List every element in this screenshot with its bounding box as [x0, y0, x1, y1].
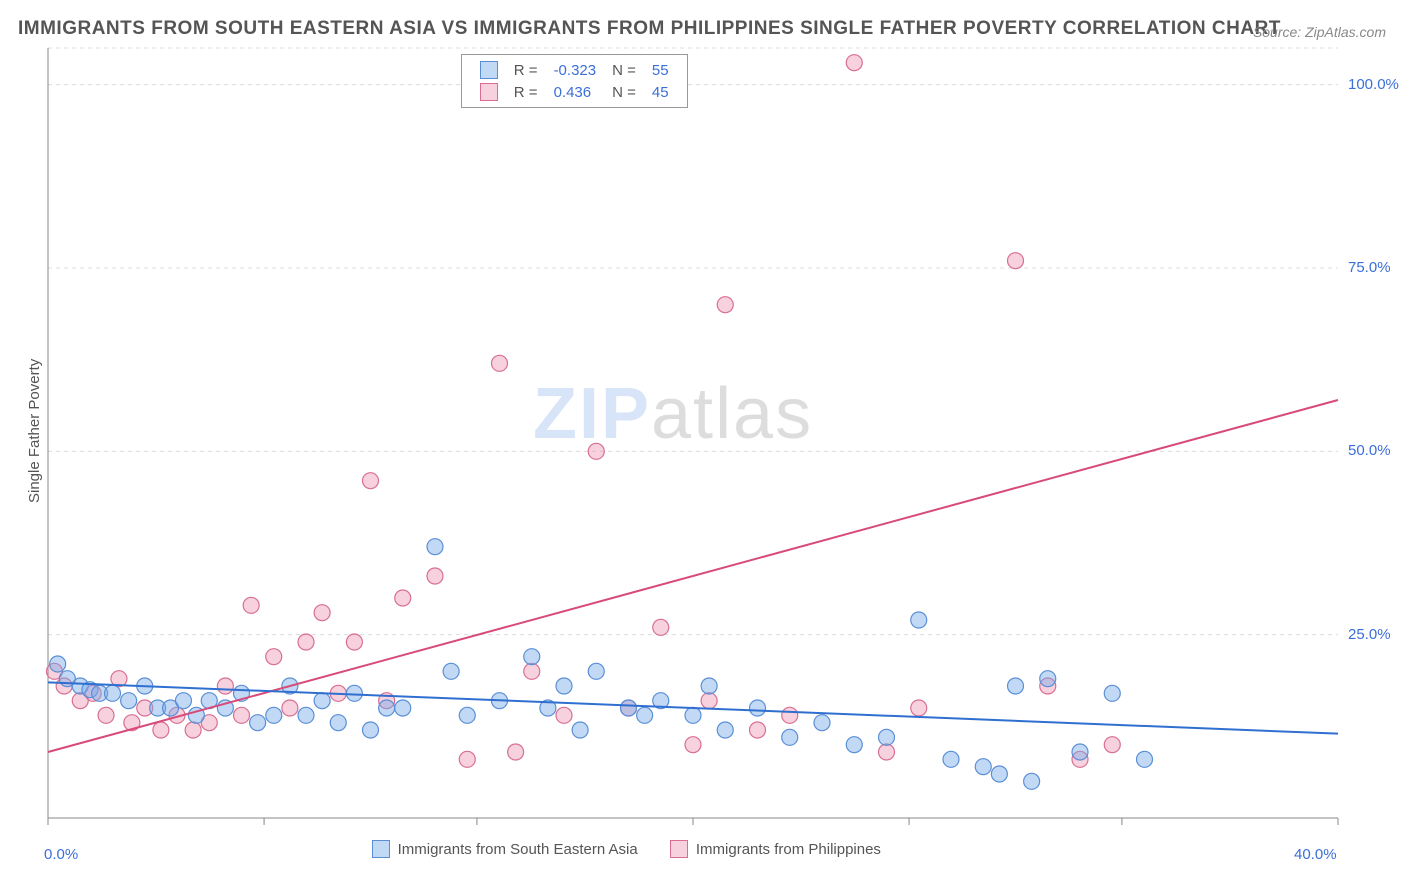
scatter-chart [0, 0, 1406, 892]
legend-row-series-b: R = 0.436 N = 45 [472, 81, 677, 103]
x-tick-label: 0.0% [44, 846, 78, 863]
n-label: 45 [644, 81, 677, 103]
n-label: N = [604, 81, 644, 103]
x-tick-label: 40.0% [1294, 846, 1337, 863]
n-value-a: 55 [644, 59, 677, 81]
correlation-legend: R = -0.323 N = 55 R = 0.436 N = 45 [461, 54, 688, 108]
y-tick-label: 100.0% [1348, 76, 1399, 93]
legend-item-b: Immigrants from Philippines [670, 840, 881, 858]
r-value-a: -0.323 [546, 59, 605, 81]
y-tick-label: 75.0% [1348, 259, 1391, 276]
r-label: R = [506, 81, 546, 103]
r-label: R = [506, 59, 546, 81]
r-value-b: 0.436 [546, 81, 605, 103]
legend-row-series-a: R = -0.323 N = 55 [472, 59, 677, 81]
y-tick-label: 50.0% [1348, 442, 1391, 459]
swatch-series-a [372, 840, 390, 858]
y-axis-label: Single Father Poverty [26, 359, 43, 503]
swatch-series-b [670, 840, 688, 858]
n-label: N = [604, 59, 644, 81]
legend-label-b: Immigrants from Philippines [696, 841, 881, 858]
legend-item-a: Immigrants from South Eastern Asia [372, 840, 638, 858]
y-tick-label: 25.0% [1348, 626, 1391, 643]
swatch-series-b [480, 83, 498, 101]
legend-label-a: Immigrants from South Eastern Asia [398, 841, 638, 858]
series-legend: Immigrants from South Eastern Asia Immig… [358, 840, 895, 862]
swatch-series-a [480, 61, 498, 79]
